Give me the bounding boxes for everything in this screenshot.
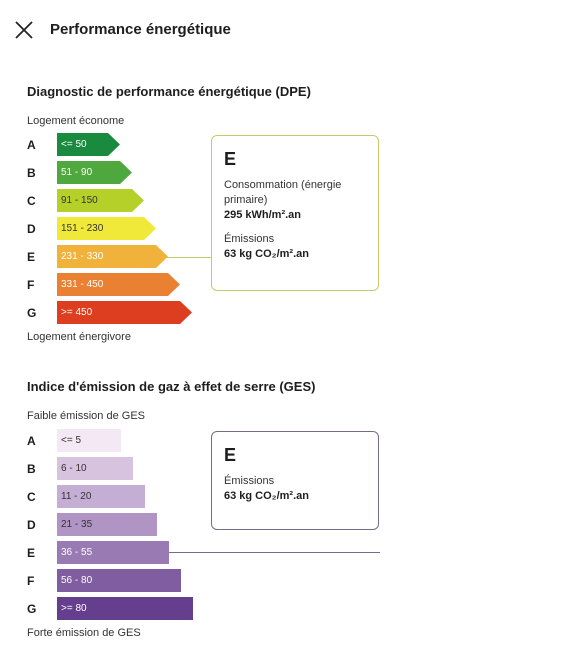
ges-letter-d: D bbox=[27, 518, 36, 532]
ges-bar-c: 11 - 20 bbox=[57, 485, 145, 508]
dpe-letter-a: A bbox=[27, 138, 36, 152]
dpe-result-letter: E bbox=[224, 149, 237, 169]
ges-bottom-caption: Forte émission de GES bbox=[27, 627, 141, 639]
dpe-emissions-value: 63 kg CO₂/m².an bbox=[224, 248, 309, 260]
ges-letter-f: F bbox=[27, 574, 35, 588]
dpe-bar-g: >= 450 bbox=[57, 301, 192, 324]
ges-letter-c: C bbox=[27, 490, 36, 504]
page-title: Performance énergétique bbox=[50, 21, 231, 38]
ges-letter-a: A bbox=[27, 434, 36, 448]
dpe-emissions-label: Émissions bbox=[224, 233, 275, 245]
ges-bar-d: 21 - 35 bbox=[57, 513, 157, 536]
dpe-bar-b: 51 - 90 bbox=[57, 161, 132, 184]
ges-bar-b: 6 - 10 bbox=[57, 457, 133, 480]
dpe-top-caption: Logement économe bbox=[27, 115, 125, 127]
dpe-connector bbox=[166, 257, 212, 258]
ges-title: Indice d'émission de gaz à effet de serr… bbox=[27, 379, 316, 394]
dpe-letter-g: G bbox=[27, 306, 37, 320]
ges-result-letter: E bbox=[224, 445, 237, 465]
dpe-letter-f: F bbox=[27, 278, 35, 292]
close-icon[interactable] bbox=[14, 20, 34, 40]
dpe-bar-e: 231 - 330 bbox=[57, 245, 168, 268]
dpe-bar-d: 151 - 230 bbox=[57, 217, 156, 240]
ges-letter-b: B bbox=[27, 462, 36, 476]
dpe-bottom-caption: Logement énergivore bbox=[27, 331, 131, 343]
ges-letter-g: G bbox=[27, 602, 37, 616]
ges-connector bbox=[169, 552, 380, 553]
dpe-bar-a: <= 50 bbox=[57, 133, 120, 156]
ges-bar-a: <= 5 bbox=[57, 429, 121, 452]
dpe-bar-c: 91 - 150 bbox=[57, 189, 144, 212]
dpe-letter-c: C bbox=[27, 194, 36, 208]
dpe-letter-b: B bbox=[27, 166, 36, 180]
dpe-title: Diagnostic de performance énergétique (D… bbox=[27, 84, 311, 99]
dpe-result-card: E Consommation (énergie primaire) 295 kW… bbox=[211, 135, 379, 291]
ges-top-caption: Faible émission de GES bbox=[27, 410, 145, 422]
consumption-label: Consommation (énergie primaire) bbox=[224, 179, 342, 206]
dpe-letter-e: E bbox=[27, 250, 36, 264]
ges-bar-g: >= 80 bbox=[57, 597, 193, 620]
ges-result-card: E Émissions 63 kg CO₂/m².an bbox=[211, 431, 379, 530]
dpe-bar-f: 331 - 450 bbox=[57, 273, 180, 296]
ges-emissions-value: 63 kg CO₂/m².an bbox=[224, 490, 309, 502]
ges-bar-e: 36 - 55 bbox=[57, 541, 169, 564]
consumption-value: 295 kWh/m².an bbox=[224, 209, 302, 221]
ges-emissions-label: Émissions bbox=[224, 475, 275, 487]
ges-letter-e: E bbox=[27, 546, 36, 560]
dpe-letter-d: D bbox=[27, 222, 36, 236]
ges-bar-f: 56 - 80 bbox=[57, 569, 181, 592]
